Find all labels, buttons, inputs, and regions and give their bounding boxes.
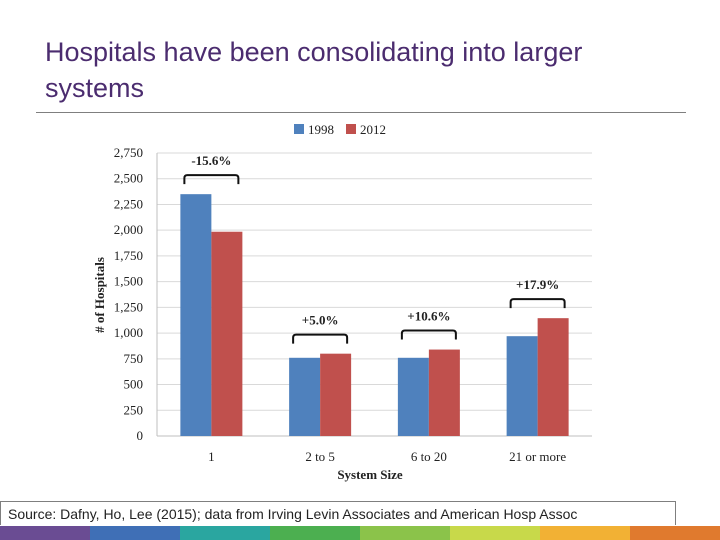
legend-swatch-1998 (294, 124, 304, 134)
slide-title: Hospitals have been consolidating into l… (45, 37, 583, 103)
footer-band-segment (540, 526, 630, 540)
y-axis-title: # of Hospitals (92, 257, 107, 333)
y-tick-label: 2,000 (114, 222, 143, 237)
x-axis-title: System Size (337, 467, 403, 482)
y-tick-label: 250 (124, 402, 144, 417)
y-tick-label: 2,750 (114, 145, 143, 160)
footer-band-segment (360, 526, 450, 540)
y-tick-label: 2,500 (114, 171, 143, 186)
y-tick-label: 1,750 (114, 248, 143, 263)
annotation-label: +10.6% (407, 309, 450, 324)
footer-band-segment (180, 526, 270, 540)
bar-2012-4 (537, 318, 569, 436)
bar-chart: 0 250 500 750 1,000 1,250 1,500 1,750 2,000 2,250… (92, 122, 592, 482)
annotation-label: +5.0% (302, 313, 339, 328)
x-tick-label: 1 (208, 449, 215, 464)
y-tick-label: 750 (124, 351, 144, 366)
annotation-bracket (400, 329, 457, 340)
y-tick-label: 2,250 (114, 196, 143, 211)
footer-band-segment (270, 526, 360, 540)
bar-2012-2 (320, 353, 352, 436)
y-tick-label: 1,500 (114, 274, 143, 289)
source-citation: Source: Dafny, Ho, Lee (2015); data from… (0, 501, 676, 525)
x-tick-label: 2 to 5 (305, 449, 335, 464)
bar-2012-3 (428, 349, 460, 436)
annotation-label: -15.6% (191, 153, 231, 168)
y-tick-label: 1,000 (114, 325, 143, 340)
x-tick-label: 21 or more (509, 449, 566, 464)
footer-color-band (0, 526, 720, 540)
y-tick-label: 1,250 (114, 299, 143, 314)
bar-1998-2 (289, 357, 321, 436)
bar-2012-1 (211, 231, 243, 436)
annotation-bracket (183, 174, 240, 185)
bar-1998-3 (397, 357, 429, 436)
x-tick-label: 6 to 20 (411, 449, 447, 464)
annotation-bracket (292, 333, 349, 344)
y-tick-label: 0 (137, 428, 144, 443)
legend-label-2012: 2012 (360, 122, 386, 137)
legend-swatch-2012 (346, 124, 356, 134)
annotation-bracket (509, 298, 566, 309)
title-divider (36, 112, 686, 113)
footer-band-segment (450, 526, 540, 540)
bar-1998-4 (506, 336, 538, 436)
bar-1998-1 (180, 194, 212, 436)
legend-label-1998: 1998 (308, 122, 334, 137)
footer-band-segment (90, 526, 180, 540)
footer-band-segment (0, 526, 90, 540)
y-tick-label: 500 (124, 377, 144, 392)
footer-band-segment (630, 526, 720, 540)
annotation-label: +17.9% (516, 277, 559, 292)
